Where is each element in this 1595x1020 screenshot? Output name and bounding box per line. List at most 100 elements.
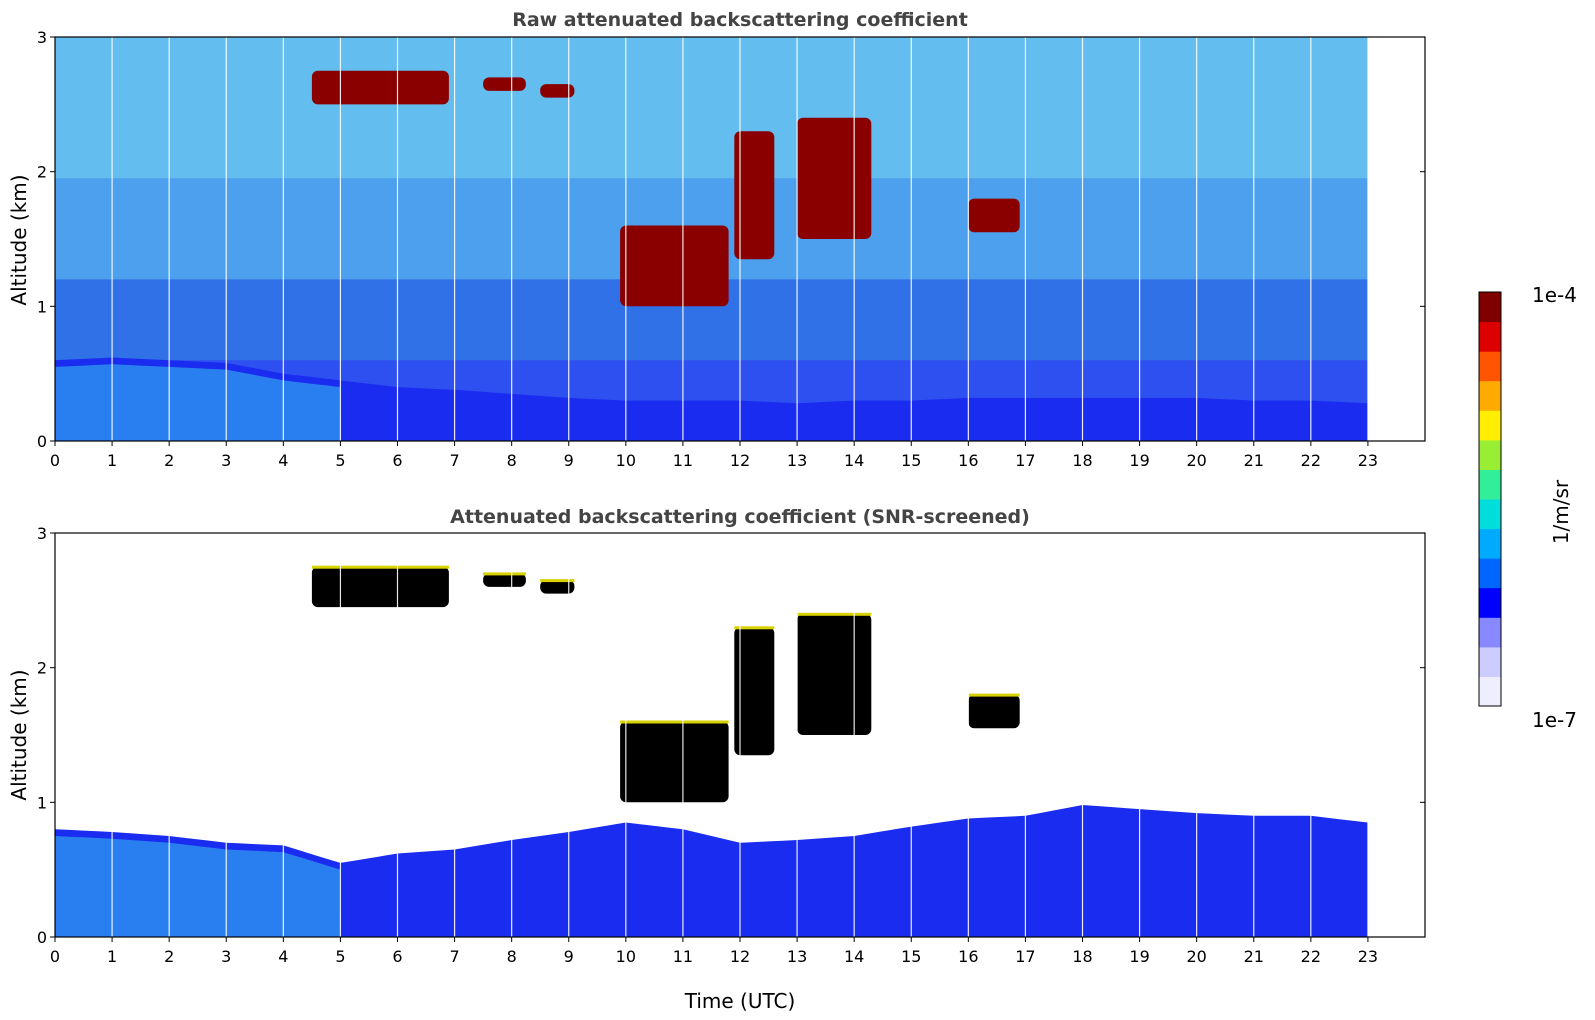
cloud-feature bbox=[540, 84, 575, 98]
x-tick-label: 7 bbox=[449, 947, 459, 966]
colorbar-frame bbox=[1478, 291, 1502, 707]
x-tick-label: 10 bbox=[616, 947, 636, 966]
cloud-feature bbox=[483, 77, 526, 91]
x-tick-label: 7 bbox=[449, 451, 459, 470]
y-tick-label: 0 bbox=[37, 928, 47, 947]
x-tick-label: 3 bbox=[221, 451, 231, 470]
x-tick-label: 8 bbox=[507, 451, 517, 470]
x-tick-label: 5 bbox=[335, 947, 345, 966]
y-tick-label: 1 bbox=[37, 297, 47, 316]
colorbar-swatch bbox=[1479, 439, 1501, 470]
cloud-feature bbox=[540, 580, 575, 594]
colorbar-swatch bbox=[1479, 499, 1501, 530]
x-tick-label: 14 bbox=[844, 947, 864, 966]
cloud-feature-edge bbox=[797, 612, 872, 616]
x-tick-label: 11 bbox=[673, 451, 693, 470]
y-tick-label: 2 bbox=[37, 659, 47, 678]
colorbar-swatch bbox=[1479, 292, 1501, 323]
cloud-feature bbox=[311, 70, 449, 105]
cloud-feature-edge bbox=[483, 572, 526, 576]
x-tick-label: 3 bbox=[221, 947, 231, 966]
chart-title-raw: Raw attenuated backscattering coefficien… bbox=[512, 9, 968, 31]
cloud-feature bbox=[311, 566, 449, 608]
colorbar-swatch bbox=[1479, 558, 1501, 589]
y-tick-label: 2 bbox=[37, 163, 47, 182]
cloud-feature-edge bbox=[311, 565, 449, 569]
boundary-layer bbox=[55, 805, 1368, 937]
x-tick-label: 12 bbox=[730, 947, 750, 966]
x-axis-label: Time (UTC) bbox=[684, 989, 796, 1013]
cloud-feature bbox=[620, 225, 729, 307]
x-tick-label: 13 bbox=[787, 947, 807, 966]
x-tick-label: 9 bbox=[564, 947, 574, 966]
x-tick-label: 20 bbox=[1186, 947, 1206, 966]
cloud-feature-edge bbox=[540, 579, 575, 583]
x-tick-label: 0 bbox=[50, 947, 60, 966]
cloud-feature bbox=[734, 131, 775, 260]
boundary-layer bbox=[55, 357, 1368, 441]
colorbar-max-label: 1e-4 bbox=[1532, 283, 1577, 307]
cloud-feature bbox=[483, 573, 526, 587]
cloud-feature-edge bbox=[968, 693, 1020, 697]
x-tick-label: 6 bbox=[392, 451, 402, 470]
cloud-feature bbox=[797, 613, 872, 735]
colorbar-swatch bbox=[1479, 587, 1501, 618]
colorbar-swatch bbox=[1479, 380, 1501, 411]
y-axis-label-screened: Altitude (km) bbox=[7, 669, 31, 800]
x-tick-label: 6 bbox=[392, 947, 402, 966]
y-axis-label-raw: Altitude (km) bbox=[7, 174, 31, 305]
x-tick-label: 23 bbox=[1358, 451, 1378, 470]
cloud-feature bbox=[968, 198, 1020, 233]
colorbar-swatch bbox=[1479, 321, 1501, 352]
x-tick-label: 22 bbox=[1301, 451, 1321, 470]
x-tick-label: 20 bbox=[1186, 451, 1206, 470]
colorbar-swatch bbox=[1479, 410, 1501, 441]
colorbar bbox=[1478, 291, 1502, 707]
x-tick-label: 23 bbox=[1358, 947, 1378, 966]
chart-title-screened: Attenuated backscattering coefficient (S… bbox=[450, 506, 1030, 528]
y-tick-label: 3 bbox=[37, 28, 47, 47]
heatmap-layers-screened bbox=[55, 533, 1369, 937]
noise-background-band bbox=[55, 37, 1368, 179]
x-tick-label: 9 bbox=[564, 451, 574, 470]
x-tick-label: 2 bbox=[164, 947, 174, 966]
y-tick-label: 3 bbox=[37, 524, 47, 543]
x-tick-label: 21 bbox=[1244, 947, 1264, 966]
colorbar-swatch bbox=[1479, 617, 1501, 648]
x-tick-label: 16 bbox=[958, 451, 978, 470]
heatmap-layers-raw bbox=[55, 37, 1369, 441]
x-tick-label: 22 bbox=[1301, 947, 1321, 966]
cloud-feature bbox=[620, 721, 729, 803]
x-tick-label: 13 bbox=[787, 451, 807, 470]
cloud-feature-edge bbox=[620, 720, 729, 724]
x-tick-label: 4 bbox=[278, 947, 288, 966]
x-tick-label: 11 bbox=[673, 947, 693, 966]
colorbar-swatch bbox=[1479, 676, 1501, 707]
cloud-feature bbox=[797, 117, 872, 239]
x-tick-label: 19 bbox=[1129, 451, 1149, 470]
x-tick-label: 17 bbox=[1015, 947, 1035, 966]
colorbar-swatch bbox=[1479, 528, 1501, 559]
x-tick-label: 1 bbox=[107, 947, 117, 966]
colorbar-min-label: 1e-7 bbox=[1532, 708, 1577, 732]
colorbar-swatch bbox=[1479, 351, 1501, 382]
colorbar-swatch bbox=[1479, 646, 1501, 677]
y-tick-label: 1 bbox=[37, 793, 47, 812]
cloud-feature-edge bbox=[734, 626, 775, 630]
x-tick-label: 0 bbox=[50, 451, 60, 470]
residual-layer bbox=[55, 364, 341, 441]
colorbar-swatch bbox=[1479, 469, 1501, 500]
x-tick-label: 15 bbox=[901, 451, 921, 470]
residual-layer bbox=[55, 836, 341, 937]
x-tick-label: 12 bbox=[730, 451, 750, 470]
x-tick-label: 18 bbox=[1072, 947, 1092, 966]
x-tick-label: 8 bbox=[507, 947, 517, 966]
x-tick-label: 10 bbox=[616, 451, 636, 470]
x-tick-label: 1 bbox=[107, 451, 117, 470]
x-tick-label: 21 bbox=[1244, 451, 1264, 470]
cloud-feature bbox=[968, 694, 1020, 729]
x-tick-label: 15 bbox=[901, 947, 921, 966]
cloud-feature bbox=[734, 627, 775, 756]
x-tick-label: 19 bbox=[1129, 947, 1149, 966]
